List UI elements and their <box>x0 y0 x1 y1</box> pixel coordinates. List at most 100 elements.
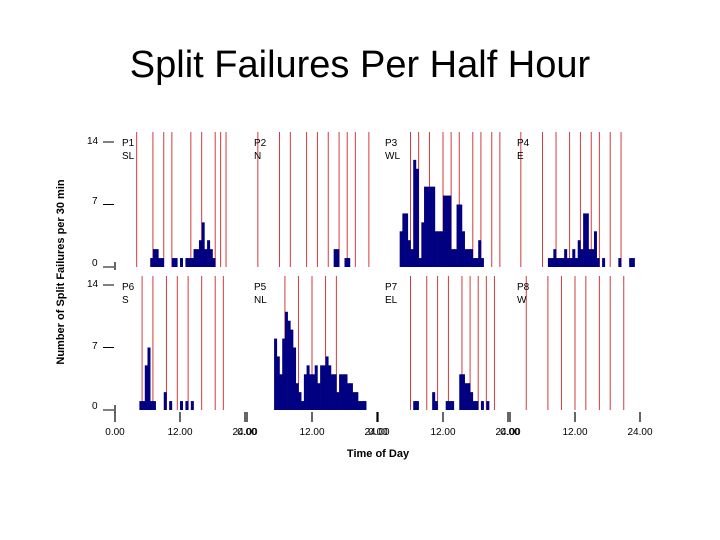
bar <box>355 392 359 410</box>
bar <box>459 374 463 410</box>
bar <box>274 338 278 410</box>
bar <box>550 258 554 267</box>
panel-p5: P5 NL <box>254 276 367 410</box>
bar <box>432 186 436 267</box>
bar <box>547 258 551 267</box>
bar <box>577 240 581 267</box>
bar <box>152 249 156 267</box>
bar <box>282 338 286 410</box>
bar <box>180 401 184 410</box>
bar <box>161 258 165 267</box>
bar <box>602 258 606 267</box>
x-tick-label: 12.00 <box>167 427 192 438</box>
bar <box>448 195 452 267</box>
bar <box>556 258 560 267</box>
bar <box>150 401 154 410</box>
bar <box>461 231 465 267</box>
x-tick-label: 12.00 <box>430 427 455 438</box>
x-tick-label: 0.00 <box>105 427 125 438</box>
bar <box>448 401 452 410</box>
bar <box>451 249 455 267</box>
panel-p4: P4 E <box>517 132 635 267</box>
bar <box>303 374 307 410</box>
y-tick-label-bottom-14: 14 <box>87 279 99 290</box>
bar <box>588 249 592 267</box>
bar <box>631 258 635 267</box>
bar <box>432 392 436 410</box>
bar <box>405 213 409 267</box>
bar <box>424 186 428 267</box>
bar <box>629 258 633 267</box>
bar <box>158 258 162 267</box>
x-tick-label: 24.00 <box>232 427 257 438</box>
bar <box>566 258 570 267</box>
bar <box>596 258 600 267</box>
bar <box>618 258 622 267</box>
bar <box>196 249 200 267</box>
bar <box>336 249 340 267</box>
panel-p7: P7 EL <box>385 276 495 410</box>
bar <box>344 374 348 410</box>
bar <box>410 249 414 267</box>
bar <box>402 213 406 267</box>
x-tick-label: 24.00 <box>364 427 389 438</box>
bar <box>188 258 192 267</box>
bar <box>306 365 310 410</box>
panel-p1: P1 SL <box>122 132 227 267</box>
bar <box>593 231 597 267</box>
bar <box>185 401 189 410</box>
bar <box>399 231 403 267</box>
bar <box>155 249 159 267</box>
panel-direction-label: WL <box>385 151 400 162</box>
bar <box>429 186 433 267</box>
bar <box>358 401 362 410</box>
bar <box>317 383 321 410</box>
bar <box>486 401 490 410</box>
bar <box>553 249 557 267</box>
bar <box>478 240 482 267</box>
panel-id-label: P2 <box>254 138 267 149</box>
bar <box>467 249 471 267</box>
panel-direction-label: E <box>517 151 524 162</box>
bar <box>456 204 460 267</box>
bar <box>198 240 202 267</box>
bar <box>475 401 479 410</box>
bar <box>314 365 318 410</box>
bar <box>193 249 197 267</box>
bar <box>180 258 184 267</box>
slide-title: Split Failures Per Half Hour <box>129 44 591 86</box>
bar <box>470 392 474 410</box>
panel-id-label: P4 <box>517 138 530 149</box>
bar <box>413 159 417 267</box>
bar <box>201 222 205 267</box>
bar <box>144 365 148 410</box>
panel-p8: P8 W <box>517 276 625 410</box>
bar <box>440 231 444 267</box>
bar <box>572 249 576 267</box>
panel-id-label: P3 <box>385 138 398 149</box>
x-tick-label: 24.00 <box>495 427 520 438</box>
bar <box>322 365 326 410</box>
panel-direction-label: EL <box>385 295 398 306</box>
bar <box>453 249 457 267</box>
bar <box>142 401 146 410</box>
panel-id-label: P8 <box>517 282 530 293</box>
panel-id-label: P1 <box>122 138 135 149</box>
bar <box>276 356 280 410</box>
bar <box>341 374 345 410</box>
y-tick-label-top-14: 14 <box>87 136 99 147</box>
bar <box>472 258 476 267</box>
bar <box>325 356 329 410</box>
bar <box>472 401 476 410</box>
panel-id-label: P6 <box>122 282 135 293</box>
bar <box>312 374 316 410</box>
bar <box>298 392 302 410</box>
bar <box>347 383 351 410</box>
x-tick-label: 0.00 <box>237 427 257 438</box>
panel-direction-label: S <box>122 295 129 306</box>
bar <box>464 383 468 410</box>
bar <box>426 186 430 267</box>
chart-panels: P1 SL P2 N P3 WL P4 E P6 S P5 NL P7 EL P8 W <box>103 132 635 413</box>
bar <box>580 249 584 267</box>
bar <box>333 374 337 410</box>
